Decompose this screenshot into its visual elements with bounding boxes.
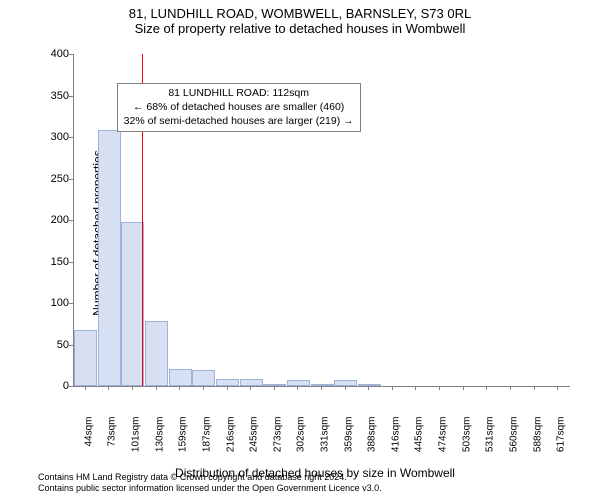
x-tick-label: 617sqm (556, 417, 567, 453)
x-tick-label: 302sqm (296, 417, 307, 453)
x-tick-mark (368, 386, 369, 390)
x-tick-label: 273sqm (272, 417, 283, 453)
footer-line2: Contains public sector information licen… (38, 483, 382, 494)
x-tick-mark (463, 386, 464, 390)
x-tick-label: 101sqm (130, 417, 141, 453)
y-tick-label: 400 (39, 48, 69, 60)
x-tick-mark (557, 386, 558, 390)
x-tick-label: 388sqm (367, 417, 378, 453)
x-tick-label: 44sqm (83, 417, 94, 447)
callout-line3: 32% of semi-detached houses are larger (… (124, 114, 354, 128)
x-tick-label: 130sqm (154, 417, 165, 453)
histogram-bar (169, 369, 193, 386)
x-tick-label: 331sqm (320, 417, 331, 453)
title-subtitle: Size of property relative to detached ho… (0, 21, 600, 36)
x-tick-label: 445sqm (414, 417, 425, 453)
x-tick-mark (415, 386, 416, 390)
y-tick-mark (69, 386, 73, 387)
callout-line2: ← 68% of detached houses are smaller (46… (124, 100, 354, 114)
y-tick-label: 250 (39, 173, 69, 185)
x-tick-label: 245sqm (249, 417, 260, 453)
y-tick-label: 200 (39, 214, 69, 226)
y-tick-label: 350 (39, 90, 69, 102)
histogram-bar (240, 379, 264, 386)
y-tick-label: 0 (39, 380, 69, 392)
histogram-bar (263, 384, 287, 386)
x-tick-mark (510, 386, 511, 390)
x-tick-label: 187sqm (201, 417, 212, 453)
x-tick-mark (132, 386, 133, 390)
y-tick-label: 150 (39, 256, 69, 268)
x-tick-mark (345, 386, 346, 390)
y-tick-mark (69, 96, 73, 97)
x-tick-mark (156, 386, 157, 390)
x-tick-label: 416sqm (390, 417, 401, 453)
x-tick-label: 503sqm (462, 417, 473, 453)
histogram-bar (74, 330, 98, 386)
y-tick-mark (69, 179, 73, 180)
y-tick-mark (69, 303, 73, 304)
x-tick-mark (108, 386, 109, 390)
y-tick-label: 50 (39, 339, 69, 351)
reference-callout: 81 LUNDHILL ROAD: 112sqm ← 68% of detach… (117, 83, 361, 132)
y-tick-mark (69, 345, 73, 346)
histogram-bar (98, 130, 122, 386)
x-tick-mark (439, 386, 440, 390)
chart-title: 81, LUNDHILL ROAD, WOMBWELL, BARNSLEY, S… (0, 0, 600, 36)
y-tick-label: 100 (39, 297, 69, 309)
x-tick-label: 216sqm (225, 417, 236, 453)
x-tick-label: 588sqm (532, 417, 543, 453)
callout-line1: 81 LUNDHILL ROAD: 112sqm (124, 86, 354, 100)
x-tick-mark (486, 386, 487, 390)
x-tick-label: 73sqm (107, 417, 118, 447)
x-tick-mark (203, 386, 204, 390)
x-tick-label: 474sqm (438, 417, 449, 453)
x-tick-mark (392, 386, 393, 390)
x-tick-mark (227, 386, 228, 390)
histogram-bar (145, 321, 169, 386)
footer-attribution: Contains HM Land Registry data © Crown c… (38, 472, 382, 495)
x-tick-label: 159sqm (178, 417, 189, 453)
histogram-bar (287, 380, 311, 386)
x-tick-mark (534, 386, 535, 390)
x-tick-mark (297, 386, 298, 390)
x-tick-label: 560sqm (509, 417, 520, 453)
x-tick-mark (321, 386, 322, 390)
y-tick-mark (69, 54, 73, 55)
histogram-bar (216, 379, 240, 386)
y-tick-mark (69, 262, 73, 263)
x-tick-mark (250, 386, 251, 390)
x-tick-label: 531sqm (485, 417, 496, 453)
x-tick-mark (85, 386, 86, 390)
x-tick-label: 359sqm (343, 417, 354, 453)
title-address: 81, LUNDHILL ROAD, WOMBWELL, BARNSLEY, S… (0, 6, 600, 21)
plot-area: 81 LUNDHILL ROAD: 112sqm ← 68% of detach… (73, 54, 570, 387)
y-tick-mark (69, 137, 73, 138)
footer-line1: Contains HM Land Registry data © Crown c… (38, 472, 382, 483)
histogram-bar (192, 370, 216, 386)
chart-container: Number of detached properties 81 LUNDHIL… (55, 48, 575, 418)
y-tick-label: 300 (39, 131, 69, 143)
x-tick-mark (274, 386, 275, 390)
x-tick-mark (179, 386, 180, 390)
y-tick-mark (69, 220, 73, 221)
